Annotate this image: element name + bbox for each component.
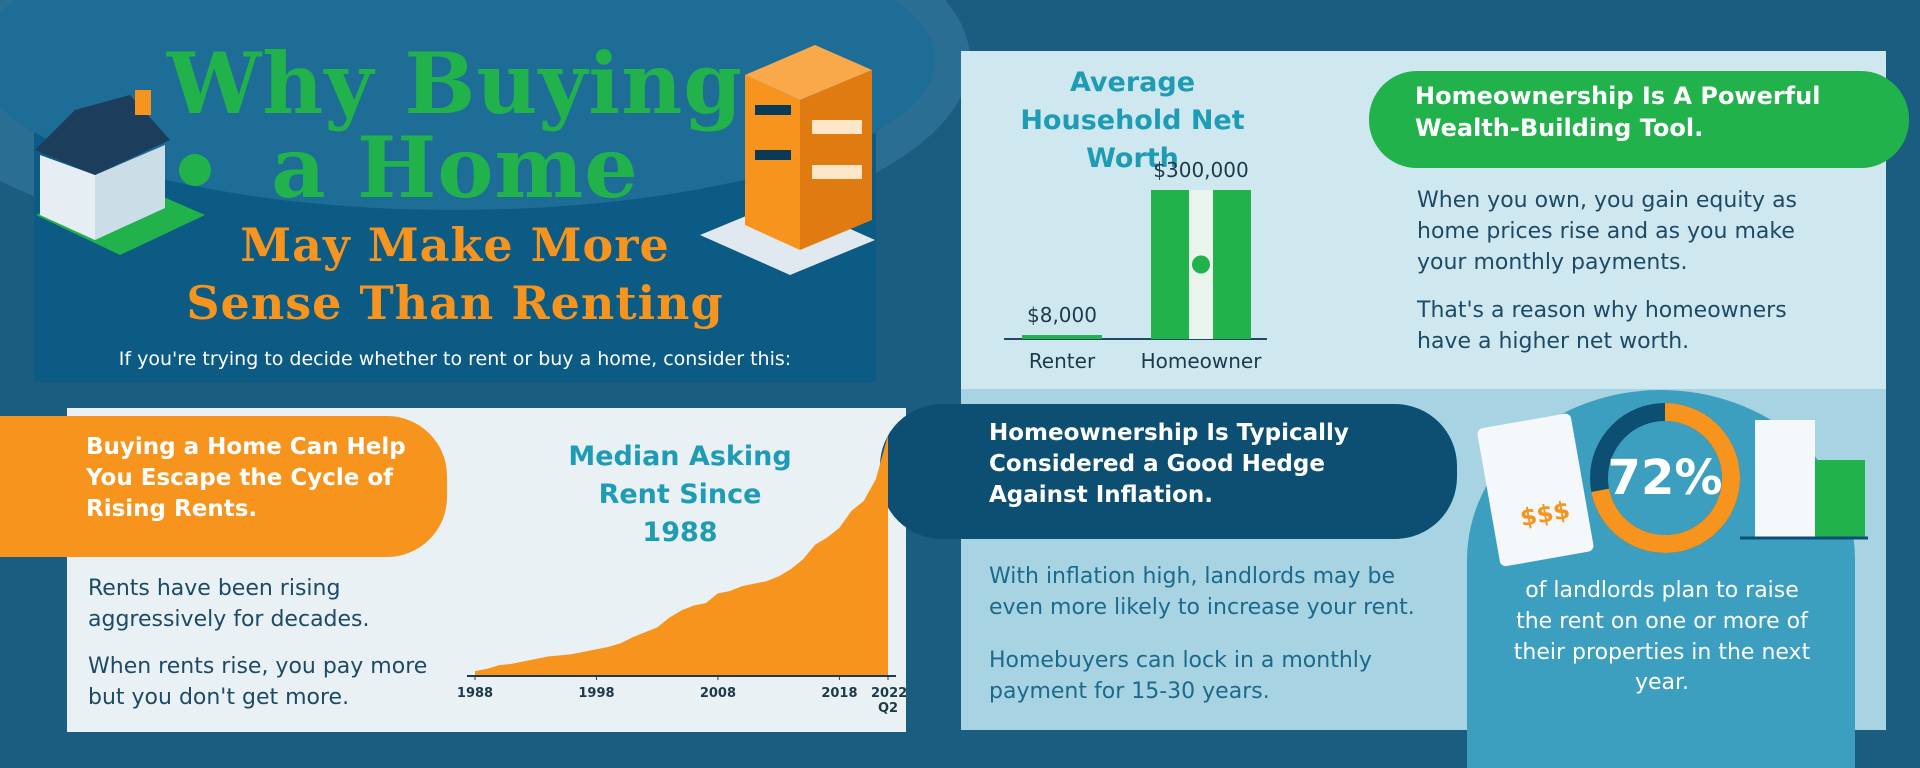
building-icon	[1815, 460, 1865, 538]
intro: If you're trying to decide whether to re…	[118, 348, 792, 370]
windows	[812, 120, 862, 134]
value-label: $300,000	[1153, 158, 1249, 182]
x-tick-label: 2022 Q2	[871, 686, 908, 716]
title: a Home	[271, 118, 639, 217]
paragraph: Homebuyers can lock in a monthly payment…	[989, 648, 1372, 704]
header-arc	[0, 0, 935, 210]
category-label: Homeowner	[1140, 349, 1262, 373]
wealth-pill	[1369, 71, 1909, 168]
paragraph: Rents have been rising aggressively for …	[88, 576, 370, 632]
house-wall	[40, 155, 95, 240]
document-icon	[1477, 413, 1594, 567]
bar	[1022, 335, 1102, 339]
x-tick-label: 2018	[821, 686, 858, 701]
stat-text: of landlords plan to raise the rent on o…	[1513, 578, 1811, 696]
windows	[812, 165, 862, 179]
wealth-heading: Homeownership Is A Powerful Wealth-Build…	[1415, 82, 1821, 143]
paragraph: When rents rise, you pay more but you do…	[88, 654, 428, 710]
paragraph: That's a reason why homeowners have a hi…	[1417, 298, 1787, 354]
subtitle: Sense Than Renting	[186, 276, 724, 330]
building-icon	[1755, 420, 1815, 538]
category-label: Renter	[1028, 349, 1096, 373]
house-wall	[95, 145, 165, 240]
chimney	[135, 90, 151, 115]
inflation-heading: Homeownership Is Typically Considered a …	[989, 420, 1349, 509]
paragraph: With inflation high, landlords may be ev…	[989, 564, 1415, 620]
x-tick-label: 2008	[699, 686, 737, 701]
value-label: $8,000	[1027, 303, 1097, 328]
building-side	[745, 75, 800, 250]
rents-pill	[0, 416, 447, 557]
x-tick-label: 1988	[456, 686, 494, 701]
rents-heading: Buying a Home Can Help You Escape the Cy…	[86, 434, 406, 523]
paragraph: When you own, you gain equity as home pr…	[1417, 188, 1798, 275]
subtitle: May Make More	[240, 218, 670, 272]
chart-title: Median Asking Rent Since 1988	[568, 441, 792, 548]
stat-value: 72%	[1607, 450, 1723, 506]
x-tick-label: 1998	[578, 686, 615, 701]
dollar-icon	[1192, 255, 1210, 274]
tree	[179, 154, 211, 186]
ring	[1591, 403, 1740, 553]
building-front	[800, 70, 872, 250]
inflation-pill	[880, 404, 1457, 539]
chart-title: Average Household Net Worth	[1020, 67, 1245, 174]
floor-band	[755, 105, 791, 115]
floor-band	[755, 150, 791, 160]
building-top	[745, 45, 872, 100]
area	[475, 434, 888, 676]
title: Why Buying	[166, 34, 744, 133]
